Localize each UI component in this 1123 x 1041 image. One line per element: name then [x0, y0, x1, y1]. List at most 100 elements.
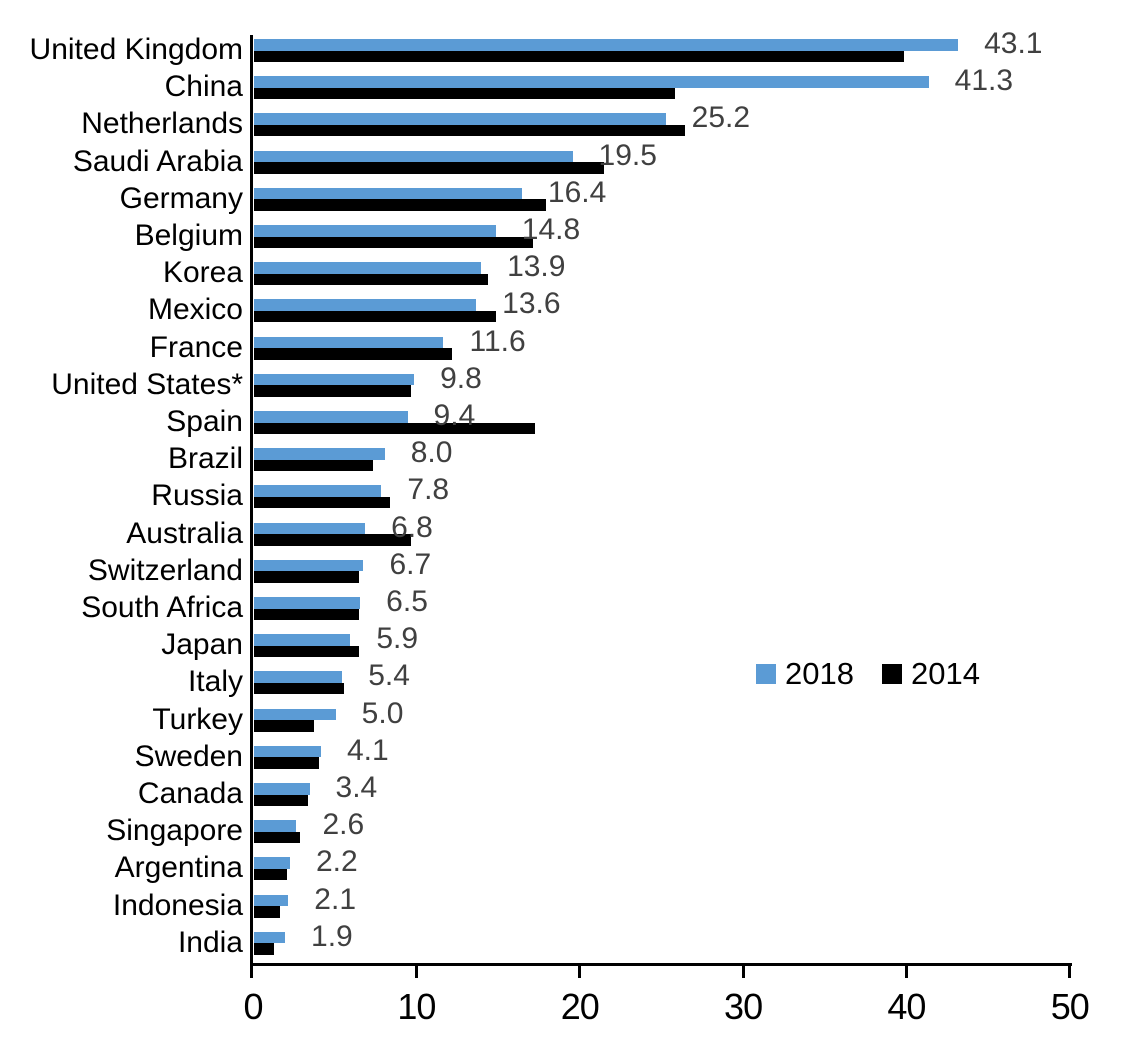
value-label: 6.7 — [389, 547, 432, 581]
value-label: 3.4 — [335, 771, 378, 804]
x-axis-tick-label: 30 — [724, 986, 763, 1027]
bar-2014 — [254, 682, 344, 695]
bar-2018 — [254, 299, 477, 311]
bar-row: India 1.9 — [0, 921, 1123, 966]
bar-2014 — [254, 943, 274, 955]
bar-row: Germany 16.4 — [0, 177, 1123, 222]
bar-2014 — [254, 571, 359, 583]
value-label: 2.6 — [322, 808, 365, 842]
bar-2018 — [254, 597, 361, 609]
bar-2018 — [254, 559, 364, 572]
x-axis-line — [250, 963, 1072, 966]
value-label: 2.1 — [314, 882, 357, 916]
category-label: United Kingdom — [29, 33, 243, 66]
x-axis-tick-label: 0 — [243, 986, 263, 1027]
category-label: Sweden — [134, 739, 243, 773]
bar-row: Singapore 2.6 — [0, 810, 1123, 854]
bar-2014 — [254, 831, 300, 844]
y-axis-line — [250, 35, 253, 978]
value-label: 6.8 — [391, 510, 433, 544]
bar-row: South Africa 6.5 — [0, 587, 1123, 631]
category-label: Canada — [137, 777, 243, 810]
value-label: 43.1 — [984, 27, 1043, 60]
value-label: 5.9 — [376, 622, 419, 656]
bar-row: Netherlands 25.2 — [0, 103, 1123, 147]
bar-2018 — [254, 931, 286, 944]
bar-row: Switzerland 6.7 — [0, 549, 1123, 594]
bar-2018 — [254, 522, 366, 535]
value-label: 1.9 — [311, 919, 353, 953]
bar-2014 — [254, 385, 411, 397]
category-label: Japan — [161, 628, 243, 662]
legend: 2018 2014 — [756, 656, 980, 691]
bar-2018 — [254, 448, 385, 460]
value-label: 4.1 — [346, 733, 389, 767]
bar-row: Turkey 5.0 — [0, 698, 1123, 743]
bar-2014 — [254, 273, 488, 286]
bar-2014 — [254, 459, 374, 472]
x-axis-tick-label: 10 — [397, 986, 436, 1027]
bar-2018 — [254, 894, 289, 907]
value-label: 5.4 — [368, 659, 410, 693]
bar-2018 — [254, 708, 336, 721]
value-label: 6.5 — [386, 585, 428, 618]
bar-2014 — [254, 422, 535, 434]
category-label: Mexico — [147, 293, 243, 327]
bar-2018 — [254, 373, 415, 386]
bar-row: China 41.3 — [0, 66, 1123, 110]
bar-row: Canada 3.4 — [0, 773, 1123, 817]
bar-row: Italy 5.4 — [0, 661, 1123, 705]
bar-row: Sweden 4.1 — [0, 735, 1123, 780]
bar-2014 — [254, 310, 496, 323]
x-axis-tick — [578, 966, 582, 978]
bar-2018 — [254, 634, 351, 646]
bar-row: Russia 7.8 — [0, 475, 1123, 519]
bar-2018 — [254, 187, 522, 200]
value-label: 8.0 — [410, 436, 453, 470]
x-axis-tick — [741, 966, 745, 978]
bar-row: Australia 6.8 — [0, 512, 1123, 557]
bar-2018 — [254, 671, 343, 683]
bar-2014 — [254, 496, 390, 509]
bar-2018 — [254, 820, 297, 832]
value-label: 13.6 — [502, 287, 561, 321]
x-axis-tick-label: 50 — [1050, 986, 1090, 1027]
bar-2014 — [254, 906, 281, 918]
legend-label-2018: 2018 — [785, 656, 854, 691]
bar-row: Saudi Arabia 19.5 — [0, 140, 1123, 185]
bar-2018 — [254, 225, 496, 237]
category-label: India — [177, 925, 243, 959]
value-label: 16.4 — [547, 175, 607, 209]
category-label: Argentina — [114, 851, 243, 885]
x-axis-tick — [904, 966, 908, 978]
category-label: Russia — [151, 479, 243, 513]
bar-2018 — [254, 411, 408, 423]
value-label: 19.5 — [598, 138, 657, 172]
value-label: 2.2 — [315, 845, 358, 879]
bar-2014 — [254, 162, 604, 174]
category-label: Italy — [187, 665, 243, 699]
bar-row: Mexico 13.6 — [0, 289, 1123, 333]
value-label: 13.9 — [507, 250, 566, 284]
x-axis-tick — [1068, 966, 1072, 978]
category-label: Germany — [119, 181, 243, 215]
bar-2014 — [254, 124, 686, 137]
bar-2014 — [254, 534, 411, 546]
bar-2018 — [254, 783, 310, 795]
bar-2014 — [254, 757, 320, 769]
bar-row: United States* 9.8 — [0, 363, 1123, 408]
x-axis-tick-label: 40 — [887, 986, 926, 1027]
bar-2014 — [254, 50, 905, 62]
bar-2018 — [254, 76, 929, 88]
bar-row: Belgium 14.8 — [0, 215, 1123, 259]
bar-2014 — [254, 348, 452, 360]
bar-2014 — [254, 720, 315, 732]
category-label: United States* — [51, 367, 243, 401]
legend-swatch-2018 — [756, 664, 776, 684]
category-label: Spain — [166, 405, 243, 438]
value-label: 9.4 — [433, 399, 476, 432]
bar-2018 — [254, 485, 382, 497]
bar-2018 — [254, 39, 959, 51]
bar-2014 — [254, 236, 534, 248]
